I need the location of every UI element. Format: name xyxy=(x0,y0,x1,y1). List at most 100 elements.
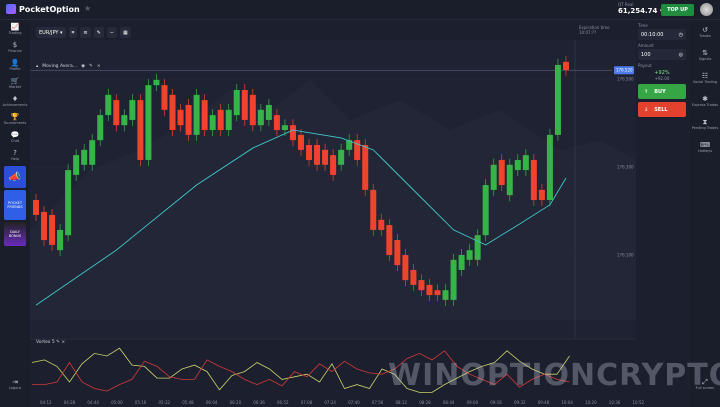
payout-value: +92.00 xyxy=(654,76,670,81)
time-tick: 09:48 xyxy=(538,400,550,405)
sidebar-item-help[interactable]: ? Help xyxy=(0,146,30,164)
candle-bullish xyxy=(81,149,88,165)
megaphone-promo[interactable]: 📣 xyxy=(4,166,26,188)
sell-button[interactable]: ↓ SELL xyxy=(638,102,686,117)
clock-icon: ◷ xyxy=(678,31,683,38)
eye-icon[interactable]: ◉ xyxy=(81,64,86,69)
diamond-icon: ♦ xyxy=(11,95,19,103)
time-tick: 10:04 xyxy=(561,400,573,405)
sidebar-item-express-trades[interactable]: ✱ Express Trades xyxy=(690,89,720,112)
cart-icon: 🛒 xyxy=(10,77,20,85)
chart-icon: 📈 xyxy=(10,23,20,31)
close-icon[interactable]: × xyxy=(96,64,101,69)
sidebar-item-finance[interactable]: $ Finance xyxy=(0,38,30,56)
candle-bullish xyxy=(145,85,152,160)
sidebar-item-signals[interactable]: ⇅ Signals xyxy=(690,43,720,66)
indicator-name: Moving Avera... xyxy=(42,64,78,69)
candle-bearish xyxy=(169,94,176,131)
price-tick: 176.100 xyxy=(617,253,634,258)
watermark: WINOPTIONCRYPTO.COM xyxy=(388,358,720,393)
time-tick: 06:52 xyxy=(277,400,289,405)
fullscreen-icon: ⤢ xyxy=(702,377,708,386)
sidebar-label: Finance xyxy=(8,49,22,53)
candle-bullish xyxy=(338,149,345,165)
chart-type-button[interactable]: ⌗ xyxy=(68,27,78,38)
minus-button[interactable]: − xyxy=(106,27,117,38)
time-tick: 08:12 xyxy=(396,400,408,405)
candle-bullish xyxy=(233,90,240,116)
logo-icon xyxy=(6,4,16,14)
candle-bullish xyxy=(89,140,96,165)
candle-bearish xyxy=(241,90,248,120)
payout: +92% +92.00 xyxy=(636,70,688,81)
fullscreen-button[interactable]: ⤢ Full screen xyxy=(690,372,720,395)
right-sidebar: ↺ Trades ⇅ Signals ☷ Social Trading ✱ Express T… xyxy=(690,20,720,407)
sidebar-item-pending-trades[interactable]: ⧗ Pending Trades xyxy=(690,112,720,135)
sidebar-item-trading[interactable]: 📈 Trading xyxy=(0,20,30,38)
sidebar-item-tournaments[interactable]: 🏆 Tournaments xyxy=(0,110,30,128)
time-tick: 09:16 xyxy=(490,400,502,405)
candle-bearish xyxy=(289,125,296,141)
candle-bullish xyxy=(57,229,64,251)
sidebar-label: Tournaments xyxy=(3,121,27,125)
pair-selector[interactable]: EUR/JPY ▾ xyxy=(36,27,66,38)
avatar[interactable] xyxy=(700,3,713,16)
candle-bullish xyxy=(554,64,561,135)
logout-button[interactable]: ⇥ Logout xyxy=(0,375,30,393)
time-tick: 10:20 xyxy=(585,400,597,405)
pending-icon: ⧗ xyxy=(702,117,708,126)
sidebar-item-market[interactable]: 🛒 Market xyxy=(0,74,30,92)
star-icon[interactable]: ★ xyxy=(84,4,92,13)
candle-bearish xyxy=(113,100,120,126)
time-tick: 06:04 xyxy=(206,400,218,405)
logo[interactable]: PocketOption xyxy=(6,4,80,14)
buy-button[interactable]: ↑ BUY xyxy=(638,84,686,99)
moving-average-line xyxy=(35,129,567,306)
time-tick: 07:24 xyxy=(324,400,336,405)
drawing-tools-button[interactable]: ✎ xyxy=(93,27,104,38)
time-tick: 05:48 xyxy=(182,400,194,405)
help-icon: ? xyxy=(13,149,17,157)
edit-icon[interactable]: ✎ xyxy=(89,64,93,69)
sidebar-label: Market xyxy=(8,85,22,89)
candle-bullish xyxy=(257,109,264,126)
timeframe-button[interactable]: ≡ xyxy=(80,27,91,38)
sidebar-item-achievements[interactable]: ♦ Achievements xyxy=(0,92,30,110)
sidebar-item-social-trading[interactable]: ☷ Social Trading xyxy=(690,66,720,89)
daily-bonus-promo[interactable]: DAILY BONUS xyxy=(4,222,26,246)
time-tick: 04:28 xyxy=(64,400,76,405)
expiration-value: 10:07:?? xyxy=(579,30,597,35)
pocket-friends-promo[interactable]: POCKET FRIENDS xyxy=(4,190,26,220)
chart-toolbar: EUR/JPY ▾ ⌗ ≡ ✎ − ▦ xyxy=(36,27,131,38)
amount-label: Amount xyxy=(638,43,654,48)
price-tick: 176.300 xyxy=(617,165,634,170)
time-input[interactable]: 00:10:00 ◷ xyxy=(638,29,686,40)
indicator-collapse[interactable]: ▴ xyxy=(36,64,39,69)
sidebar-label: Express Trades xyxy=(691,102,719,107)
candle-bullish xyxy=(346,140,353,150)
candle-bullish xyxy=(546,134,553,200)
candle-bearish xyxy=(370,189,377,230)
sidebar-item-hotkeys[interactable]: ⌨ Hotkeys xyxy=(690,135,720,158)
time-tick: 09:00 xyxy=(467,400,479,405)
candle-bullish xyxy=(514,159,521,171)
logout-label: Logout xyxy=(9,386,21,390)
sidebar-item-profile[interactable]: 👤 Profile xyxy=(0,56,30,74)
time-tick: 05:00 xyxy=(111,400,123,405)
sidebar-item-trades[interactable]: ↺ Trades xyxy=(690,20,720,43)
amount-input[interactable]: 100 ◎ xyxy=(638,49,686,60)
candle-bullish xyxy=(474,235,481,260)
candle-bearish xyxy=(378,219,385,230)
candle-bearish xyxy=(530,159,537,200)
layout-grid-button[interactable]: ▦ xyxy=(119,27,131,38)
candle-bearish xyxy=(177,109,184,126)
top-up-button[interactable]: TOP UP xyxy=(661,4,694,16)
sidebar-item-chat[interactable]: 💬 Chat xyxy=(0,128,30,146)
sidebar-label: Help xyxy=(11,157,19,161)
candle-bullish xyxy=(522,155,529,171)
candle-bullish xyxy=(209,115,216,131)
candle-bearish xyxy=(362,145,369,190)
candle-bearish xyxy=(386,225,393,255)
pair-label: EUR/JPY xyxy=(39,29,59,36)
